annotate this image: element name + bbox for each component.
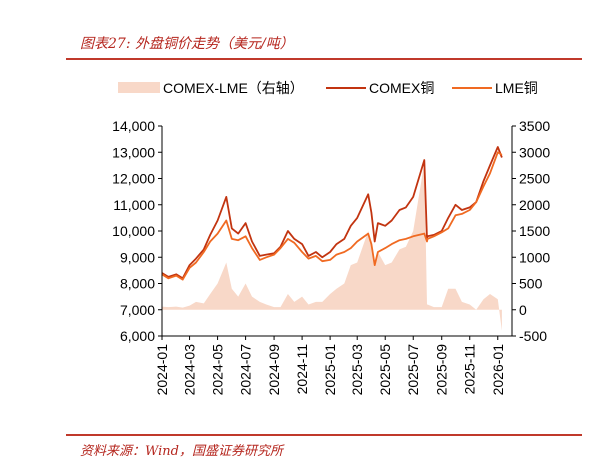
legend: COMEX-LME（右轴） COMEX铜 LME铜 [118,80,538,96]
series-line-comex [161,146,503,280]
y-left-tick-label: 12,000 [112,171,155,187]
y-right-tick-label: 1000 [519,249,550,265]
y-left-tick-label: 7,000 [120,302,155,318]
y-left-tick-label: 11,000 [113,197,155,213]
plot-area [161,146,503,331]
y-right-tick-label: 0 [519,302,527,318]
y-left-tick-label: 6,000 [120,328,155,344]
legend-label-spread: COMEX-LME（右轴） [163,80,304,96]
x-tick-label: 2025-01 [322,344,338,396]
x-tick-label: 2024-07 [238,344,254,396]
y-left-tick-label: 10,000 [112,223,155,239]
x-tick-label: 2025-07 [405,344,421,396]
y-right-tick-label: 3000 [519,144,550,160]
title-rule [66,58,582,60]
y-left-tick-label: 9,000 [120,249,155,265]
series-area-comex-lme [162,162,502,331]
x-tick-label: 2024-09 [266,344,282,396]
axes: 14,000 13,000 12,000 11,000 10,000 9,000 8,000… [112,118,550,395]
legend-label-comex: COMEX铜 [369,80,434,96]
source-rule [66,434,582,436]
y-left-tick-label: 13,000 [112,144,155,160]
x-tick-label: 2024-01 [154,344,170,396]
figure-title: 图表27: 外盘铜价走势（美元/吨） [80,36,294,52]
series-line-lme [161,151,503,281]
x-tick-label: 2025-05 [377,344,393,396]
y-right-tick-label: 1500 [519,223,550,239]
x-tick-label: 2024-05 [210,344,226,396]
y-right-tick-label: 500 [519,276,543,292]
legend-label-lme: LME铜 [495,80,538,96]
x-tick-label: 2024-11 [294,344,310,395]
x-tick-label: 2025-09 [434,344,450,396]
x-tick-label: 2025-03 [349,344,365,396]
y-left-tick-label: 8,000 [120,276,155,292]
y-right-tick-label: 3500 [519,118,550,134]
y-right-tick-label: 2500 [519,171,550,187]
legend-swatch-spread [118,82,160,93]
y-right-tick-label: 2000 [519,197,550,213]
y-right-tick-label: -500 [519,328,547,344]
x-tick-label: 2026-01 [490,344,506,396]
x-tick-label: 2025-11 [462,344,478,395]
figure-source: 资料来源：Wind，国盛证券研究所 [80,444,283,459]
y-left-tick-label: 14,000 [112,118,155,134]
x-tick-label: 2024-03 [182,344,198,396]
